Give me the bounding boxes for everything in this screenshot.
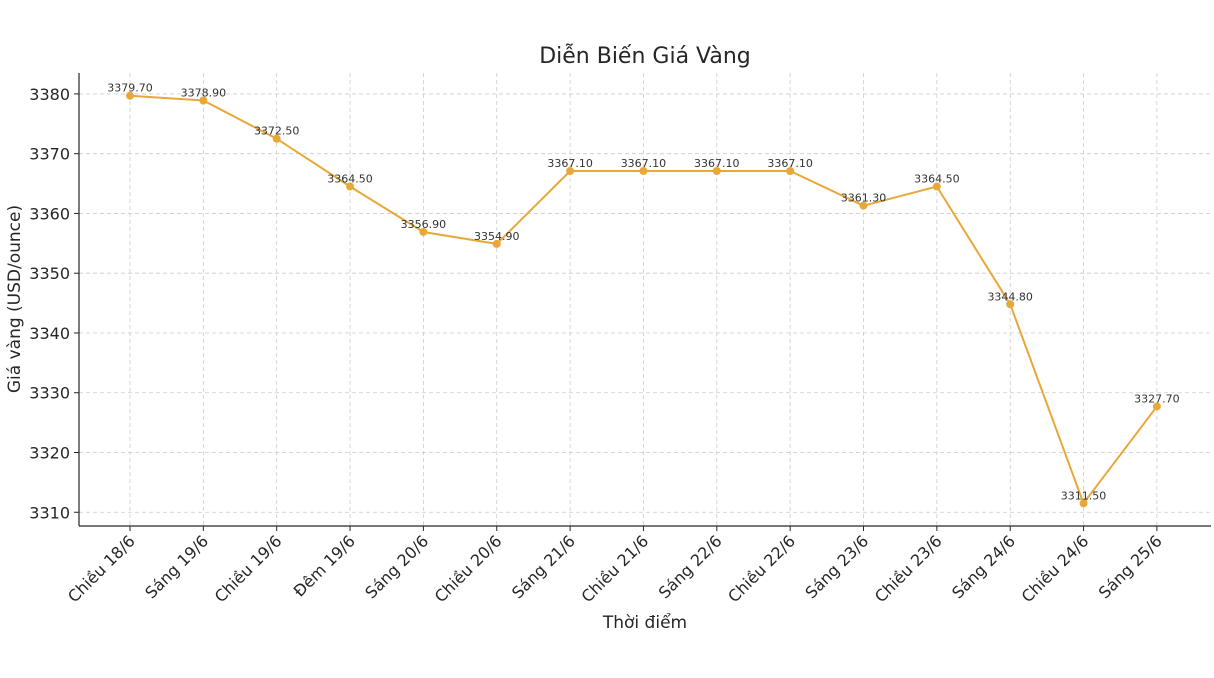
data-label: 3364.50 [327, 173, 373, 186]
data-point [566, 167, 575, 176]
data-label: 3367.10 [547, 157, 593, 170]
x-tick-label: Chiều 23/6 [871, 531, 946, 606]
data-point [786, 167, 795, 176]
x-tick-label: Sáng 23/6 [801, 531, 872, 602]
axes [78, 73, 1211, 527]
data-point [859, 201, 868, 210]
x-tick-label: Chiều 24/6 [1018, 531, 1093, 606]
chart-title: Diễn Biến Giá Vàng [539, 43, 751, 69]
data-point [419, 227, 428, 236]
data-label: 3367.10 [621, 157, 667, 170]
x-tick-label: Sáng 21/6 [508, 531, 579, 602]
data-label: 3372.50 [254, 125, 300, 138]
data-label: 3327.70 [1134, 392, 1180, 405]
data-point [272, 134, 281, 143]
data-points [126, 91, 1161, 508]
data-label: 3311.50 [1061, 489, 1107, 502]
data-label: 3367.10 [694, 157, 740, 170]
data-labels: 3379.70 3378.90 3372.50 3364.50 3356.90 3354.… [107, 82, 1179, 503]
data-label: 3344.80 [987, 290, 1033, 303]
y-axis-label: Giá vàng (USD/ounce) [5, 205, 25, 393]
x-tick-label: Sáng 22/6 [655, 531, 726, 602]
data-point [126, 91, 134, 100]
x-tick-label: Sáng 24/6 [948, 531, 1019, 602]
data-label: 3367.10 [767, 157, 813, 170]
data-point [1006, 300, 1015, 309]
data-point [1152, 402, 1161, 411]
y-tick-label: 3310 [29, 503, 70, 522]
data-label: 3364.50 [914, 173, 960, 186]
y-tick-label: 3320 [29, 443, 70, 462]
x-tick-label: Chiều 18/6 [64, 531, 139, 606]
x-tick-label: Chiều 19/6 [211, 531, 286, 606]
x-tick-label: Đêm 19/6 [290, 531, 359, 600]
x-tick-label: Sáng 25/6 [1095, 531, 1166, 602]
x-tick-label: Chiều 20/6 [431, 531, 506, 606]
data-label: 3378.90 [181, 86, 227, 99]
y-tick-label: 3340 [29, 324, 70, 343]
data-point [492, 239, 501, 248]
data-label: 3356.90 [401, 218, 447, 231]
y-tick-label: 3380 [29, 85, 70, 104]
grid-lines [79, 73, 1211, 526]
data-point [199, 96, 208, 105]
x-tick-label: Sáng 20/6 [361, 531, 432, 602]
x-tick-label: Sáng 19/6 [141, 531, 212, 602]
y-tick-label: 3370 [29, 145, 70, 164]
x-axis-label: Thời điểm [602, 612, 687, 633]
y-tick-label: 3360 [29, 204, 70, 223]
data-label: 3361.30 [841, 192, 887, 205]
y-tick-label: 3330 [29, 384, 70, 403]
data-point [346, 182, 355, 191]
data-label: 3354.90 [474, 230, 520, 243]
data-point [712, 167, 721, 176]
y-tick-labels: 3310 3320 3330 3340 3350 3360 3370 3380 [29, 85, 79, 522]
data-point [932, 182, 941, 191]
y-tick-label: 3350 [29, 264, 70, 283]
data-label: 3379.70 [107, 82, 153, 95]
data-point [639, 167, 648, 176]
x-tick-label: Chiều 22/6 [724, 531, 799, 606]
x-tick-label: Chiều 21/6 [577, 531, 652, 606]
data-point [1079, 499, 1088, 508]
